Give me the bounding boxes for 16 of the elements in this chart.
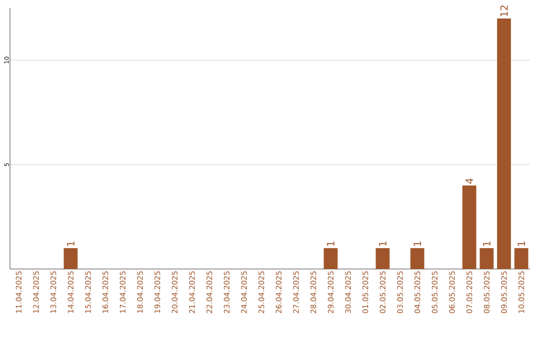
bar (514, 248, 528, 269)
data-label: 4 (466, 178, 473, 184)
bar (376, 248, 390, 269)
bar (462, 185, 476, 269)
data-label: 1 (67, 242, 74, 246)
data-label: 1 (414, 242, 421, 246)
data-label: 12 (500, 6, 508, 16)
bar (480, 248, 494, 269)
bar (497, 18, 511, 269)
bar (324, 248, 338, 269)
data-label: 1 (518, 242, 525, 246)
bar (410, 248, 424, 269)
data-label: 1 (379, 242, 386, 246)
bar (64, 248, 78, 269)
data-label: 1 (483, 242, 490, 246)
data-label: 1 (327, 242, 334, 246)
